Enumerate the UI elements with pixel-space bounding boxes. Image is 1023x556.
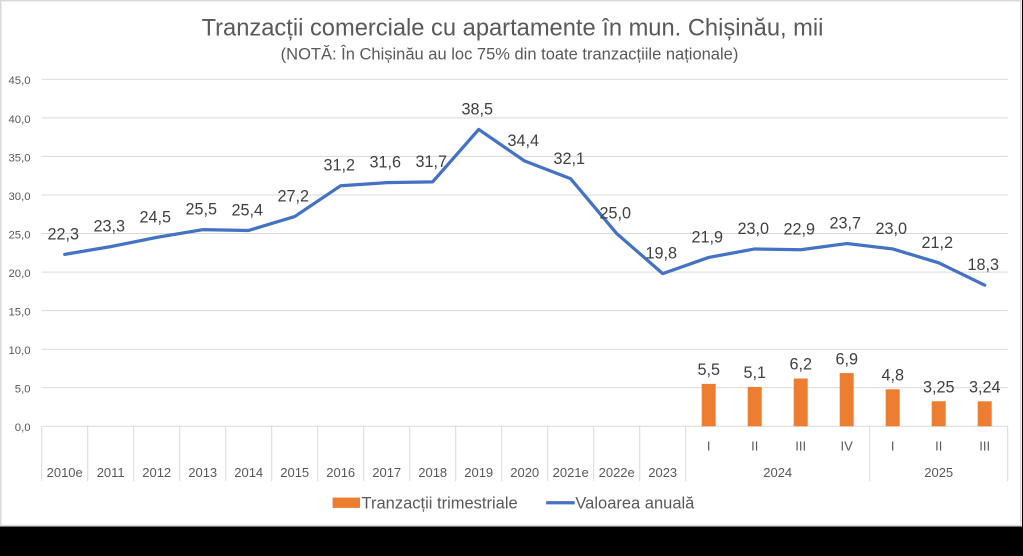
svg-text:22,3: 22,3 xyxy=(47,225,79,243)
svg-text:19,8: 19,8 xyxy=(645,245,677,263)
svg-text:2020: 2020 xyxy=(510,465,539,480)
svg-text:Tranzacții trimestriale: Tranzacții trimestriale xyxy=(362,495,518,513)
svg-text:2017: 2017 xyxy=(372,465,401,480)
svg-text:0,0: 0,0 xyxy=(15,422,31,434)
svg-text:2012: 2012 xyxy=(142,465,171,480)
svg-text:24,5: 24,5 xyxy=(139,208,171,226)
svg-text:Valoarea anuală: Valoarea anuală xyxy=(575,495,695,513)
svg-text:21,9: 21,9 xyxy=(691,228,723,246)
svg-text:38,5: 38,5 xyxy=(461,100,493,118)
svg-text:2021e: 2021e xyxy=(553,465,589,480)
svg-text:IV: IV xyxy=(841,439,854,454)
svg-text:2014: 2014 xyxy=(234,465,263,480)
svg-text:34,4: 34,4 xyxy=(507,132,539,150)
svg-text:I: I xyxy=(891,439,895,454)
svg-text:21,2: 21,2 xyxy=(921,234,953,252)
svg-text:III: III xyxy=(979,439,990,454)
svg-text:2018: 2018 xyxy=(418,465,447,480)
svg-text:45,0: 45,0 xyxy=(9,75,31,87)
svg-text:22,9: 22,9 xyxy=(783,221,815,239)
svg-text:5,1: 5,1 xyxy=(743,364,766,382)
svg-text:31,7: 31,7 xyxy=(415,153,447,171)
svg-text:II: II xyxy=(751,439,758,454)
svg-text:3,24: 3,24 xyxy=(969,379,1001,397)
svg-text:15,0: 15,0 xyxy=(9,307,31,319)
svg-text:2011: 2011 xyxy=(97,465,125,480)
svg-text:27,2: 27,2 xyxy=(277,188,309,206)
svg-text:25,0: 25,0 xyxy=(599,205,631,223)
svg-text:4,8: 4,8 xyxy=(881,366,904,384)
svg-text:23,0: 23,0 xyxy=(737,220,769,238)
svg-text:II: II xyxy=(935,439,942,454)
svg-text:6,2: 6,2 xyxy=(789,356,812,374)
svg-text:2022e: 2022e xyxy=(599,465,635,480)
svg-text:(NOTĂ: În Chișinău au loc 75%: (NOTĂ: În Chișinău au loc 75% din toate … xyxy=(281,45,739,64)
svg-text:I: I xyxy=(707,439,711,454)
svg-text:III: III xyxy=(795,439,806,454)
svg-text:31,2: 31,2 xyxy=(323,157,355,175)
svg-text:2015: 2015 xyxy=(280,465,309,480)
svg-text:2019: 2019 xyxy=(464,465,493,480)
svg-text:10,0: 10,0 xyxy=(9,345,31,357)
svg-text:6,9: 6,9 xyxy=(835,350,858,368)
svg-text:25,4: 25,4 xyxy=(231,201,263,219)
svg-text:20,0: 20,0 xyxy=(9,268,31,280)
svg-text:2025: 2025 xyxy=(924,465,953,480)
svg-text:2023: 2023 xyxy=(648,465,677,480)
svg-text:23,3: 23,3 xyxy=(93,218,125,236)
svg-text:23,0: 23,0 xyxy=(875,220,907,238)
svg-text:5,0: 5,0 xyxy=(15,384,31,396)
svg-text:5,5: 5,5 xyxy=(697,361,720,379)
svg-text:23,7: 23,7 xyxy=(829,215,861,233)
svg-text:2013: 2013 xyxy=(188,465,217,480)
svg-text:31,6: 31,6 xyxy=(369,154,401,172)
svg-text:30,0: 30,0 xyxy=(9,191,31,203)
svg-text:25,0: 25,0 xyxy=(9,229,31,241)
svg-text:2016: 2016 xyxy=(326,465,355,480)
svg-text:35,0: 35,0 xyxy=(9,152,31,164)
svg-text:32,1: 32,1 xyxy=(553,150,585,168)
svg-text:2010e: 2010e xyxy=(47,465,83,480)
svg-text:2024: 2024 xyxy=(763,465,792,480)
svg-text:3,25: 3,25 xyxy=(923,378,955,396)
svg-text:25,5: 25,5 xyxy=(185,201,217,219)
svg-text:Tranzacții comerciale cu apart: Tranzacții comerciale cu apartamente în … xyxy=(202,16,824,42)
svg-text:18,3: 18,3 xyxy=(967,256,999,274)
svg-text:40,0: 40,0 xyxy=(9,114,31,126)
